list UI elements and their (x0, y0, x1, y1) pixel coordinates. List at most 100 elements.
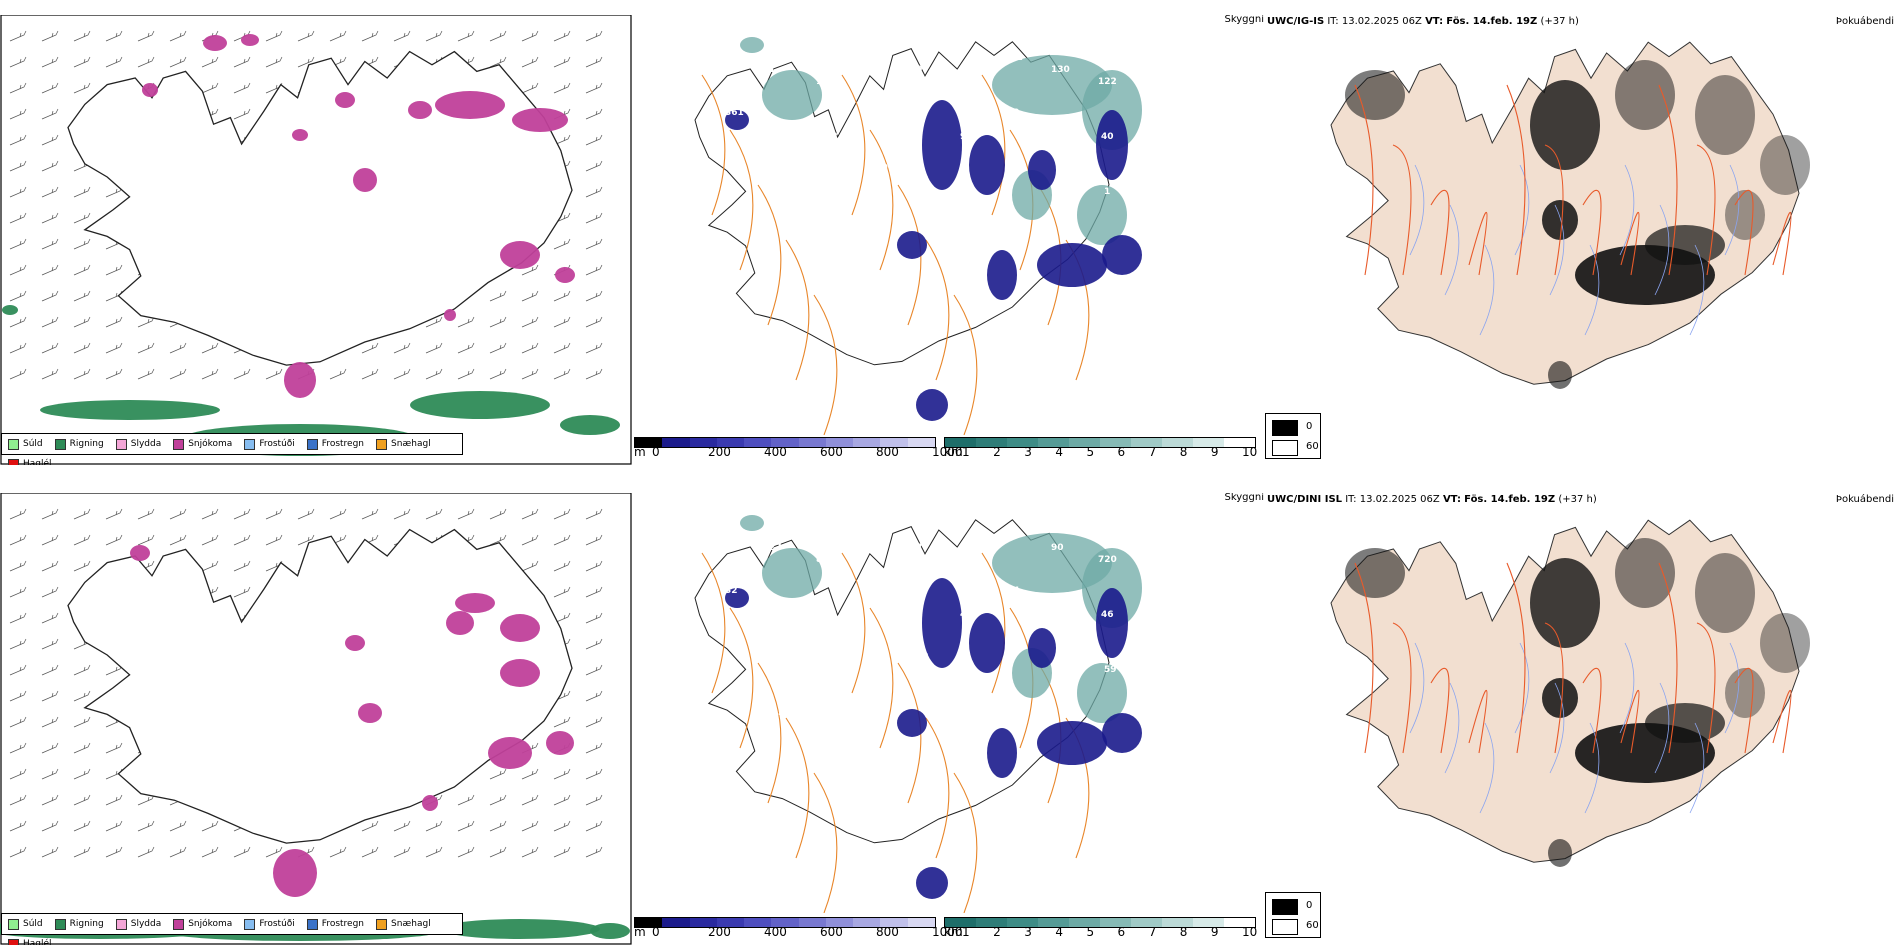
snow-area (488, 737, 532, 769)
scale-tick-label: 400 (764, 445, 787, 459)
precip-legend-swatch (376, 438, 388, 450)
scale-segment (716, 438, 745, 447)
rain-area (590, 923, 630, 939)
ceiling-value-label: 79 (910, 65, 923, 75)
precip-legend-label: Snæhagl (391, 919, 431, 929)
precip-legend-swatch (306, 438, 318, 450)
snow-area (273, 849, 317, 897)
scale-segment (689, 918, 717, 927)
scale-tick-label: 7 (1148, 925, 1157, 939)
scale-segment (976, 438, 1007, 447)
ceiling-value-label: 85 (1004, 531, 1017, 541)
scale-segment (1038, 918, 1069, 927)
scale-segment (825, 438, 854, 447)
scale-segment (798, 438, 826, 447)
scale-tick-label: 3 (1024, 445, 1032, 459)
row2-fog-key-swatch-60 (1272, 919, 1298, 935)
scale-segment (1069, 918, 1100, 927)
fog-area (1345, 70, 1405, 120)
scale-segment (1100, 438, 1131, 447)
row2-fog-product: Þokuábendi (1835, 494, 1894, 505)
ceiling-value-label: 122 (1098, 77, 1117, 87)
ceiling-value-label: 1 (1104, 187, 1110, 197)
ceiling-area (1096, 110, 1128, 180)
ceiling-labels: 2011475791810113012236164112112791994407… (722, 53, 1117, 197)
snow-area (130, 545, 150, 561)
snow-area (353, 168, 377, 192)
scale-tick-label: 5 (1086, 445, 1095, 459)
ceiling-value-label: 101 (1004, 53, 1023, 63)
row2-fog-vt-label: VT: (1442, 494, 1461, 505)
row1-ceiling-map: 2011475791810113012236164112112791994407… (694, 37, 1142, 435)
ceiling-value-label: 78 (728, 163, 741, 173)
snow-area (500, 614, 540, 642)
precip-legend-label: Rigning (69, 439, 104, 449)
scale-segment (1131, 438, 1162, 447)
scale-segment (1193, 918, 1224, 927)
scale-segment (1224, 438, 1255, 447)
row1-fog-map (1330, 41, 1810, 389)
fog-area (1645, 703, 1725, 743)
ceiling-value-label: 32 (725, 586, 738, 596)
precip-legend-label: Rigning (69, 919, 104, 929)
row2-fog-panel: UWC/DINI ISL IT: 13.02.2025 06Z VT: Fös.… (1265, 493, 1900, 945)
ceiling-value-label: 100 (775, 175, 794, 185)
scale-tick-label: 200 (708, 445, 731, 459)
scale-segment (744, 918, 772, 927)
rivers (1409, 164, 1740, 336)
row1-fog-lead: (+37 h) (1540, 16, 1579, 27)
scale-segment (689, 438, 717, 447)
row2-fog-key-label-60: 60 (1306, 920, 1319, 931)
precip-legend-item: Snæhagl (376, 434, 431, 454)
ceiling-value-label: 89 (775, 653, 788, 663)
scale-tick-label: 8 (1179, 925, 1188, 939)
ceiling-value-label: 25 (863, 531, 876, 541)
precip-legend-swatch (54, 918, 66, 930)
scale-segment (771, 438, 799, 447)
rain-area (410, 391, 550, 419)
visibility-area (762, 70, 822, 120)
scale-tick-label: 2 (993, 445, 1001, 459)
precip-legend-label: Frostregn (321, 919, 365, 929)
scale-segment (744, 438, 772, 447)
row2-ceiling-panel: Skyggni 11 27 82 25 77 77 85 90 720 32 15 171 99 1 41 2… (632, 493, 1272, 945)
ceiling-area (969, 613, 1005, 673)
ceiling-labels: 11 27 82 25 77 77 85 90 720 32 15 171 99 1 41 24 27 46 85 8… (722, 531, 1117, 718)
ceiling-value-label: 85 (728, 641, 741, 651)
ceiling-value-label: 64 (772, 120, 785, 130)
ceiling-value-label: 125 (731, 696, 750, 706)
precip-legend-swatch (173, 438, 185, 450)
snow-area (546, 731, 574, 755)
scale-tick-label: 5 (1086, 925, 1095, 939)
visibility-area (1077, 185, 1127, 245)
road-network (1354, 562, 1792, 754)
road-network (1354, 84, 1792, 276)
rain-area (2, 305, 18, 315)
precip-legend-label: Frostúði (259, 919, 295, 929)
scale-segment (1038, 438, 1069, 447)
row2-precip-panel: UWC/DINI ISL IT: 13.02.2025 06Z VT: Fös.… (0, 493, 634, 945)
scale-segment (1193, 438, 1224, 447)
ceiling-value-label: 11 (866, 108, 879, 118)
scale-tick-label: 600 (820, 925, 843, 939)
precip-legend-label: Slydda (130, 919, 162, 929)
scale-segment (853, 918, 881, 927)
row1-fog-key-swatch-0 (1272, 420, 1298, 436)
snow-area (500, 241, 540, 269)
row2-ceiling-unit: m (634, 925, 646, 939)
precip-legend-swatch (306, 918, 318, 930)
scale-segment (976, 918, 1007, 927)
scale-tick-label: 200 (708, 925, 731, 939)
row2-fog-header: UWC/DINI ISL IT: 13.02.2025 06Z VT: Fös.… (1267, 493, 1597, 507)
fog-area (1542, 678, 1578, 718)
precip-legend-swatch (54, 438, 66, 450)
scale-tick-label: 10 (1242, 925, 1258, 939)
snow-area (512, 108, 568, 132)
ceiling-value-label: 9 (960, 132, 966, 142)
ceiling-value-label: 14 (816, 77, 829, 87)
scale-tick-label: 7 (1148, 445, 1157, 459)
ceiling-area (897, 709, 927, 737)
precip-legend-swatch (8, 918, 19, 930)
fog-shading (1345, 538, 1810, 867)
ceiling-area (1096, 588, 1128, 658)
